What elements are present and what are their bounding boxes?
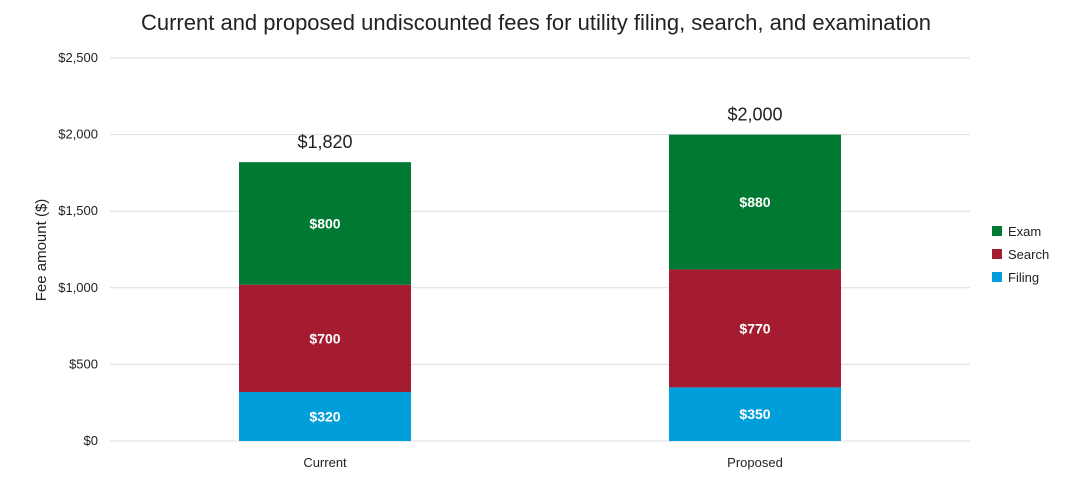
chart-title: Current and proposed undiscounted fees f… (141, 10, 931, 35)
bar-segment-search (239, 284, 411, 392)
y-tick-label: $2,000 (58, 127, 98, 142)
legend-swatch-filing (992, 272, 1002, 282)
bar-segment-exam (669, 134, 841, 270)
x-tick-label: Proposed (727, 455, 783, 470)
y-axis-label: Fee amount ($) (33, 199, 50, 302)
data-label: $770 (739, 320, 770, 336)
bar-segment-exam (239, 162, 411, 285)
bar-segment-search (669, 269, 841, 388)
data-label: $320 (309, 408, 340, 424)
total-label: $2,000 (727, 105, 782, 125)
data-label: $880 (739, 194, 770, 210)
legend-swatch-search (992, 249, 1002, 259)
y-tick-label: $2,500 (58, 50, 98, 65)
data-label: $800 (309, 215, 340, 231)
y-tick-label: $1,500 (58, 203, 98, 218)
legend-label-filing: Filing (1008, 270, 1039, 285)
y-tick-label: $1,000 (58, 280, 98, 295)
y-tick-label: $500 (69, 356, 98, 371)
bar-segment-filing (239, 391, 411, 441)
legend-label-exam: Exam (1008, 224, 1041, 239)
legend-label-search: Search (1008, 247, 1049, 262)
data-label: $700 (309, 330, 340, 346)
y-tick-label: $0 (84, 433, 98, 448)
legend-swatch-exam (992, 226, 1002, 236)
data-label: $350 (739, 406, 770, 422)
x-tick-label: Current (303, 455, 347, 470)
total-label: $1,820 (297, 132, 352, 152)
bar-segment-filing (669, 387, 841, 441)
